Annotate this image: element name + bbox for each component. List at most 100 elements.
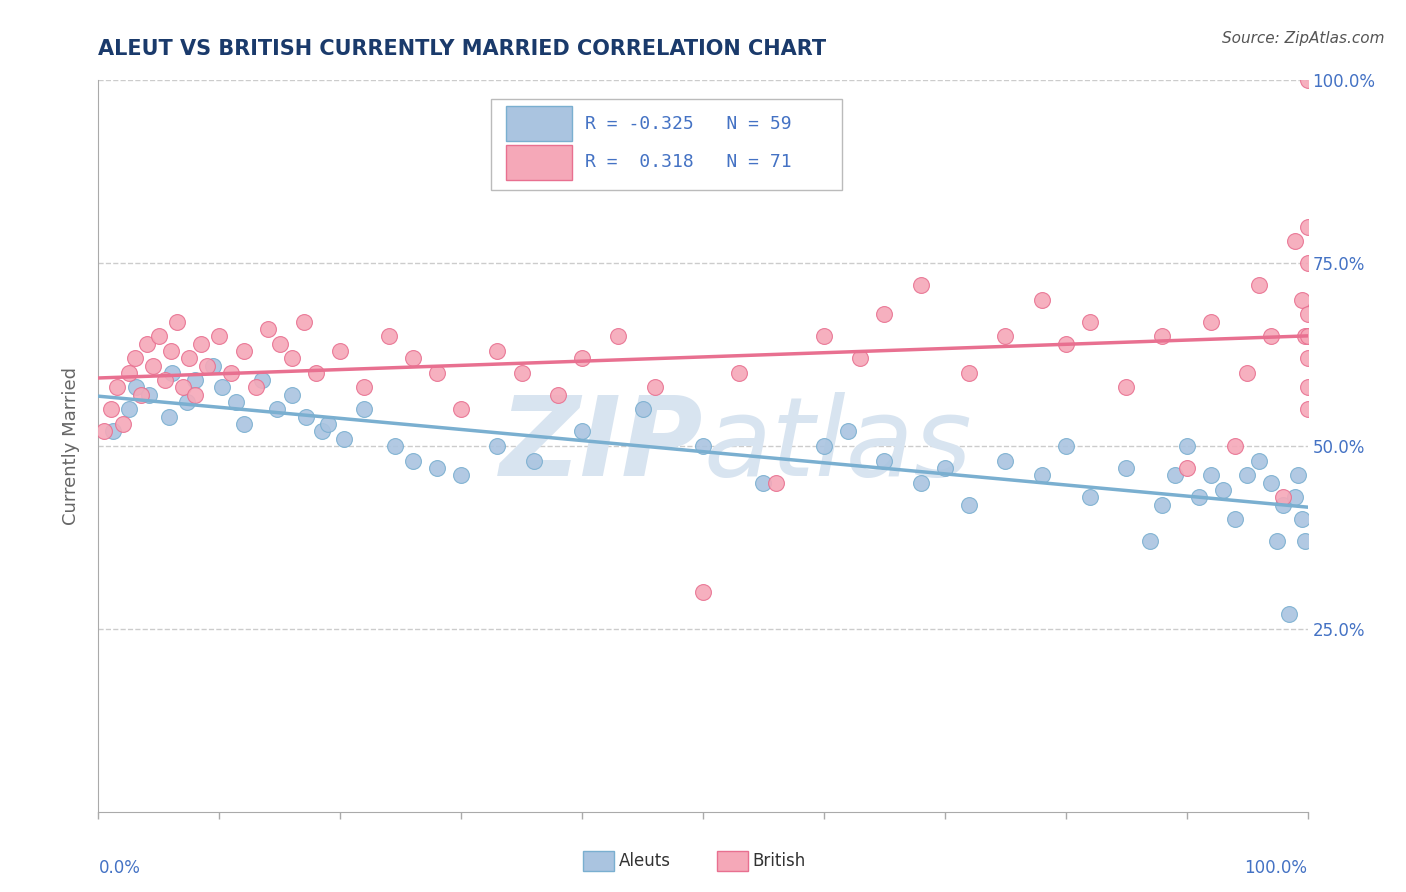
Point [631,402,654,417]
Point [1260,475,1282,490]
Point [1260,329,1282,343]
Point [1249,278,1271,293]
Text: 100.0%: 100.0% [1244,859,1308,877]
Point [486,439,509,453]
Point [1296,329,1319,343]
Point [1139,534,1161,549]
Point [957,366,980,380]
Point [232,417,254,431]
Point [994,329,1017,343]
Point [571,425,593,439]
Point [752,475,775,490]
Point [329,343,352,358]
Point [101,425,124,439]
Y-axis label: Currently Married: Currently Married [62,367,80,525]
Point [1294,329,1316,343]
Point [160,343,183,358]
Point [1284,490,1306,504]
Point [148,329,170,343]
Text: R =  0.318   N = 71: R = 0.318 N = 71 [585,153,792,171]
Point [1249,453,1271,467]
Point [1272,498,1295,512]
Text: Aleuts: Aleuts [619,852,671,870]
Point [1267,534,1289,549]
Point [1175,439,1198,453]
Point [384,439,406,453]
Point [994,453,1017,467]
Point [571,351,593,366]
FancyBboxPatch shape [506,106,572,141]
Text: Source: ZipAtlas.com: Source: ZipAtlas.com [1222,31,1385,46]
Point [1272,490,1295,504]
Point [125,380,148,394]
Point [910,475,932,490]
Point [129,388,152,402]
Point [142,359,165,373]
Point [1199,468,1222,483]
Point [269,336,291,351]
Point [225,395,247,409]
Point [728,366,751,380]
Point [1223,512,1246,526]
Point [765,475,787,490]
Point [135,336,157,351]
Text: ALEUT VS BRITISH CURRENTLY MARRIED CORRELATION CHART: ALEUT VS BRITISH CURRENTLY MARRIED CORRE… [98,39,827,59]
Point [1223,439,1246,453]
Point [100,402,122,417]
Point [1188,490,1211,504]
Point [1175,461,1198,475]
FancyBboxPatch shape [492,99,842,190]
Point [245,380,267,394]
Point [910,278,932,293]
Point [281,351,304,366]
Point [402,351,425,366]
Point [118,402,141,417]
Point [1236,468,1258,483]
Point [311,425,333,439]
Point [1296,219,1319,234]
Text: R = -0.325   N = 59: R = -0.325 N = 59 [585,115,792,133]
Point [1115,380,1137,394]
Point [607,329,630,343]
Point [124,351,146,366]
Point [450,468,472,483]
Point [523,453,546,467]
Point [1296,380,1319,394]
Text: atlas: atlas [703,392,972,500]
Point [450,402,472,417]
Point [1296,402,1319,417]
Point [1152,329,1174,343]
Point [1031,293,1053,307]
Point [353,402,375,417]
Point [510,366,533,380]
Point [256,322,278,336]
Point [1284,234,1306,248]
Point [1291,293,1313,307]
Point [1054,439,1077,453]
Point [1115,461,1137,475]
Point [1236,366,1258,380]
Point [195,359,218,373]
Point [1296,256,1319,270]
Point [873,307,896,321]
Point [281,388,304,402]
Point [1296,73,1319,87]
Point [184,373,207,387]
Point [160,366,183,380]
Point [184,388,207,402]
Point [1294,534,1316,549]
Point [153,373,176,387]
Text: British: British [752,852,806,870]
Point [333,432,356,446]
Point [1199,315,1222,329]
Point [190,336,212,351]
Point [1296,351,1319,366]
FancyBboxPatch shape [506,145,572,180]
Point [202,359,225,373]
Point [957,498,980,512]
Point [486,343,509,358]
Point [118,366,141,380]
Point [377,329,399,343]
Point [547,388,569,402]
Bar [717,851,748,871]
